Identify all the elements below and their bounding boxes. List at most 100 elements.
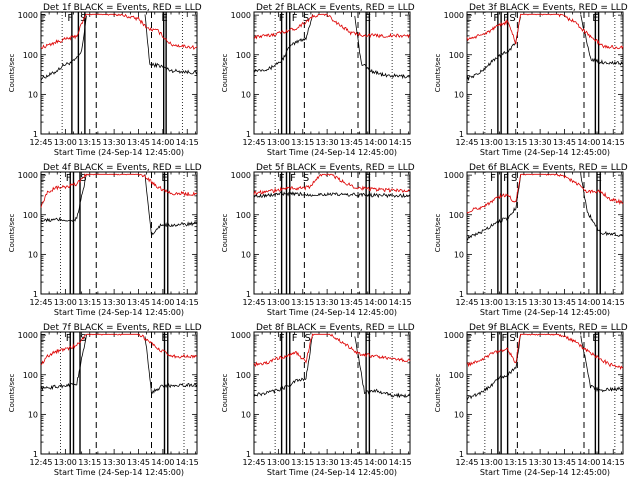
y-tick-label: 10 bbox=[454, 250, 464, 259]
x-tick-label: 12:45 bbox=[29, 298, 52, 307]
y-tick-label: 1000 bbox=[444, 11, 464, 20]
y-tick-label: 1000 bbox=[444, 331, 464, 340]
marker-label: F bbox=[66, 173, 72, 184]
y-tick-label: 1000 bbox=[231, 11, 251, 20]
y-tick-label: 1 bbox=[246, 290, 251, 299]
marker-label: E bbox=[592, 333, 598, 344]
x-tick-label: 13:30 bbox=[103, 298, 126, 307]
plot-frame bbox=[253, 11, 411, 135]
x-tick-label: 13:00 bbox=[54, 138, 77, 147]
marker-label: E bbox=[465, 333, 471, 344]
panel-det-1: Det 1f BLACK = Events, RED = LLD 1 10 100 10… bbox=[8, 3, 202, 157]
x-tick-label: 13:15 bbox=[504, 138, 527, 147]
series-lld-line bbox=[466, 333, 624, 371]
plot-frame bbox=[466, 171, 624, 295]
y-tick-label: 100 bbox=[236, 51, 251, 60]
series-events-line bbox=[40, 174, 197, 237]
x-axis-label: Start Time (24-Sep-14 12:45:00) bbox=[54, 468, 184, 477]
y-axis: 1 10 100 1000 bbox=[18, 331, 197, 459]
y-tick-label: 1 bbox=[33, 130, 38, 139]
x-tick-label: 13:15 bbox=[78, 458, 101, 467]
y-tick-label: 10 bbox=[454, 90, 464, 99]
x-tick-label: 13:45 bbox=[340, 138, 363, 147]
series-lld-line bbox=[40, 333, 198, 366]
x-tick-label: 13:30 bbox=[103, 458, 126, 467]
x-tick-label: 13:00 bbox=[480, 458, 503, 467]
plot-frame bbox=[253, 331, 411, 455]
y-tick-label: 1 bbox=[459, 450, 464, 459]
x-tick-label: 12:45 bbox=[242, 138, 265, 147]
x-axis: 12:45 13:00 13:15 13:30 13:45 14:00 14:15 bbox=[242, 332, 412, 467]
y-tick-label: 10 bbox=[454, 410, 464, 419]
plot-frame bbox=[40, 331, 198, 455]
marker-label: F bbox=[292, 333, 298, 344]
marker-label: E bbox=[39, 13, 45, 24]
marker-label: E bbox=[161, 333, 167, 344]
panel-det-2: Det 2f BLACK = Events, RED = LLD 1 10 100 10… bbox=[221, 3, 415, 157]
panel-det-7: Det 7f BLACK = Events, RED = LLD 1 10 100 10… bbox=[8, 323, 202, 477]
x-tick-label: 14:15 bbox=[389, 138, 412, 147]
x-axis-label: Start Time (24-Sep-14 12:45:00) bbox=[267, 468, 397, 477]
marker-label: E bbox=[365, 13, 371, 24]
panel-title: Det 9f BLACK = Events, RED = LLD bbox=[469, 323, 628, 333]
x-tick-label: 13:00 bbox=[480, 138, 503, 147]
x-tick-label: 13:45 bbox=[553, 298, 576, 307]
x-tick-label: 12:45 bbox=[455, 298, 478, 307]
y-tick-label: 100 bbox=[449, 211, 464, 220]
marker-label: E bbox=[39, 333, 45, 344]
y-tick-label: 100 bbox=[236, 371, 251, 380]
series-lld-line bbox=[253, 333, 411, 367]
y-axis: 1 10 100 1000 bbox=[444, 331, 623, 459]
x-tick-label: 14:15 bbox=[389, 458, 412, 467]
y-tick-label: 10 bbox=[28, 250, 38, 259]
marker-label: F bbox=[279, 333, 285, 344]
x-tick-label: 13:30 bbox=[529, 458, 552, 467]
x-tick-label: 14:15 bbox=[176, 298, 199, 307]
y-axis-label: Counts/sec bbox=[8, 374, 16, 413]
x-axis: 12:45 13:00 13:15 13:30 13:45 14:00 14:15 bbox=[455, 332, 625, 467]
y-tick-label: 1 bbox=[33, 290, 38, 299]
y-tick-label: 1 bbox=[246, 130, 251, 139]
x-tick-label: 12:45 bbox=[242, 458, 265, 467]
x-tick-label: 12:45 bbox=[29, 138, 52, 147]
series-lld-line bbox=[253, 13, 411, 40]
x-tick-label: 14:00 bbox=[577, 138, 600, 147]
series-lld-line bbox=[466, 13, 624, 50]
y-axis-label: Counts/sec bbox=[221, 374, 229, 413]
x-axis-label: Start Time (24-Sep-14 12:45:00) bbox=[480, 308, 610, 317]
x-tick-label: 14:00 bbox=[151, 298, 174, 307]
x-tick-label: 13:15 bbox=[291, 458, 314, 467]
x-tick-label: 13:15 bbox=[291, 298, 314, 307]
panel-title: Det 2f BLACK = Events, RED = LLD bbox=[256, 3, 415, 13]
marker-label: F bbox=[279, 13, 285, 24]
plot-frame bbox=[466, 11, 624, 135]
x-tick-label: 13:45 bbox=[127, 298, 150, 307]
marker-label: S bbox=[80, 173, 86, 184]
x-tick-label: 13:00 bbox=[480, 298, 503, 307]
y-tick-label: 100 bbox=[23, 371, 38, 380]
x-axis-label: Start Time (24-Sep-14 12:45:00) bbox=[480, 148, 610, 157]
panel-title: Det 4f BLACK = Events, RED = LLD bbox=[43, 163, 202, 173]
marker-label: F bbox=[292, 13, 298, 24]
y-axis-label: Counts/sec bbox=[434, 54, 442, 93]
series-events-line bbox=[40, 335, 198, 396]
marker-label: S bbox=[80, 13, 86, 24]
panel-title: Det 5f BLACK = Events, RED = LLD bbox=[256, 163, 415, 173]
x-tick-label: 13:45 bbox=[553, 138, 576, 147]
y-tick-label: 1 bbox=[459, 290, 464, 299]
marker-label: S bbox=[509, 333, 515, 344]
x-tick-label: 13:15 bbox=[504, 458, 527, 467]
y-tick-label: 10 bbox=[28, 410, 38, 419]
y-axis: 1 10 100 1000 bbox=[231, 11, 410, 139]
x-tick-label: 13:15 bbox=[504, 298, 527, 307]
x-tick-label: 13:00 bbox=[267, 298, 290, 307]
x-tick-label: 14:00 bbox=[151, 138, 174, 147]
y-tick-label: 1 bbox=[246, 450, 251, 459]
